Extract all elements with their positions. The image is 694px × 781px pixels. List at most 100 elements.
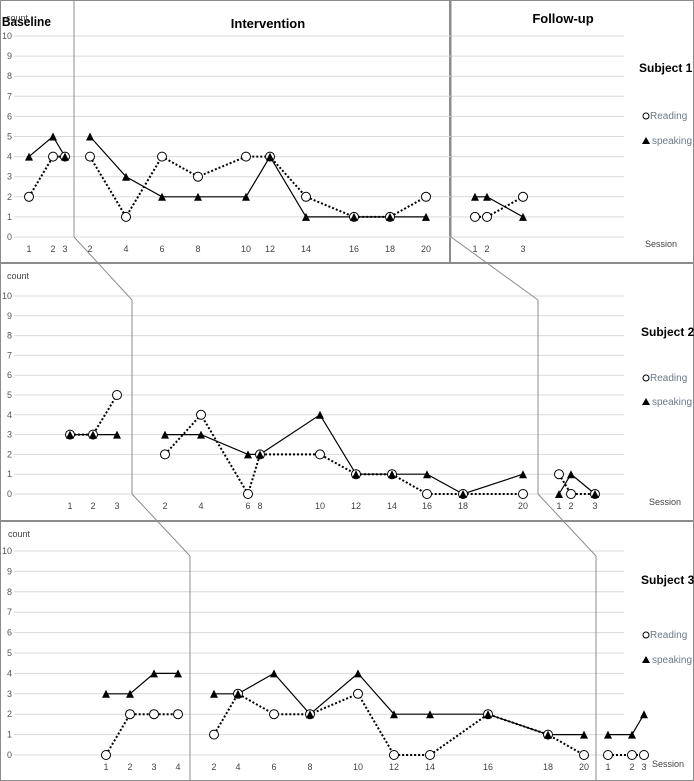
x-tick-label: 2 xyxy=(629,762,634,772)
y-tick-label: 10 xyxy=(2,291,12,301)
x-tick-label: 6 xyxy=(159,244,164,254)
speaking-point xyxy=(122,172,130,181)
reading-line xyxy=(475,195,524,218)
speaking-line xyxy=(558,473,596,495)
speaking-point xyxy=(126,689,134,698)
speaking-point xyxy=(628,730,636,739)
legend-speaking-marker xyxy=(642,398,650,405)
reading-point xyxy=(421,191,431,202)
x-tick-label: 12 xyxy=(389,762,399,772)
phase-change-line xyxy=(73,236,133,301)
x-tick-label: 14 xyxy=(301,244,311,254)
x-axis-label: Session xyxy=(649,497,681,507)
y-tick-label: 8 xyxy=(7,331,12,341)
x-tick-label: 12 xyxy=(265,244,275,254)
speaking-point xyxy=(426,710,434,719)
y-tick-label: 5 xyxy=(7,648,12,658)
y-tick-label: 7 xyxy=(7,607,12,617)
x-tick-label: 18 xyxy=(543,762,553,772)
x-tick-label: 3 xyxy=(151,762,156,772)
legend-reading-label: Reading xyxy=(650,111,687,122)
x-tick-label: 8 xyxy=(307,762,312,772)
frame-subject-1-follow-up xyxy=(450,0,694,263)
speaking-point xyxy=(174,669,182,678)
speaking-point xyxy=(161,430,169,439)
reading-point xyxy=(482,211,492,222)
speaking-point xyxy=(210,689,218,698)
y-axis-label: count xyxy=(8,529,31,539)
speaking-point xyxy=(422,212,430,221)
speaking-point xyxy=(483,192,491,201)
y-tick-label: 0 xyxy=(7,232,12,242)
reading-point xyxy=(243,489,253,499)
x-tick-label: 6 xyxy=(245,501,250,511)
y-tick-label: 8 xyxy=(7,587,12,597)
reading-point xyxy=(157,151,167,162)
x-tick-label: 14 xyxy=(387,501,397,511)
legend-reading-marker xyxy=(642,112,650,120)
x-tick-label: 8 xyxy=(257,501,262,511)
subject-title: Subject 3 xyxy=(641,573,694,587)
y-tick-label: 6 xyxy=(7,628,12,638)
reading-point xyxy=(518,489,528,499)
speaking-point xyxy=(25,152,33,161)
y-tick-label: 9 xyxy=(7,51,12,61)
y-tick-label: 3 xyxy=(7,430,12,440)
reading-point xyxy=(566,489,576,499)
reading-point xyxy=(579,750,589,760)
speaking-point xyxy=(194,192,202,201)
y-tick-label: 0 xyxy=(7,750,12,760)
frame-subject-3 xyxy=(0,521,694,781)
speaking-point xyxy=(306,710,314,719)
speaking-point xyxy=(49,132,57,141)
speaking-point xyxy=(459,490,467,498)
x-tick-label: 2 xyxy=(50,244,55,254)
legend-reading-marker xyxy=(642,374,650,382)
x-tick-label: 1 xyxy=(605,762,610,772)
speaking-point xyxy=(86,132,94,141)
speaking-point xyxy=(197,430,205,439)
speaking-line xyxy=(106,672,178,695)
x-tick-label: 1 xyxy=(103,762,108,772)
speaking-point xyxy=(158,192,166,201)
x-tick-label: 4 xyxy=(123,244,128,254)
speaking-point xyxy=(102,689,110,698)
reading-point xyxy=(160,449,170,460)
speaking-point xyxy=(484,710,492,719)
reading-point xyxy=(173,709,183,720)
phase-change-lines xyxy=(73,0,597,781)
y-tick-label: 4 xyxy=(7,152,12,162)
reading-point xyxy=(112,390,122,400)
x-tick-label: 3 xyxy=(641,762,646,772)
y-tick-label: 4 xyxy=(7,668,12,678)
speaking-point xyxy=(555,490,563,498)
y-tick-label: 1 xyxy=(7,730,12,740)
speaking-point xyxy=(386,212,394,221)
x-tick-label: 2 xyxy=(211,762,216,772)
x-tick-label: 1 xyxy=(26,244,31,254)
x-tick-label: 8 xyxy=(195,244,200,254)
reading-point xyxy=(101,750,111,760)
x-tick-label: 18 xyxy=(458,501,468,511)
x-tick-label: 16 xyxy=(349,244,359,254)
y-tick-label: 1 xyxy=(7,469,12,479)
reading-point xyxy=(518,191,528,202)
x-tick-label: 10 xyxy=(353,762,363,772)
speaking-line xyxy=(165,413,524,495)
speaking-point xyxy=(604,730,612,739)
speaking-point xyxy=(519,470,527,479)
legend-reading-label: Reading xyxy=(650,373,687,384)
reading-point xyxy=(422,489,432,499)
reading-point xyxy=(241,151,251,162)
reading-point xyxy=(554,469,564,480)
reading-point xyxy=(425,750,435,760)
subject-title: Subject 2 xyxy=(641,325,694,339)
legend-speaking-marker xyxy=(642,137,650,144)
frame-subject-1 xyxy=(0,0,450,263)
speaking-point xyxy=(89,430,97,439)
reading-point xyxy=(24,191,34,202)
speaking-point xyxy=(580,730,588,739)
legend-reading-label: Reading xyxy=(650,630,687,641)
speaking-point xyxy=(352,470,360,479)
